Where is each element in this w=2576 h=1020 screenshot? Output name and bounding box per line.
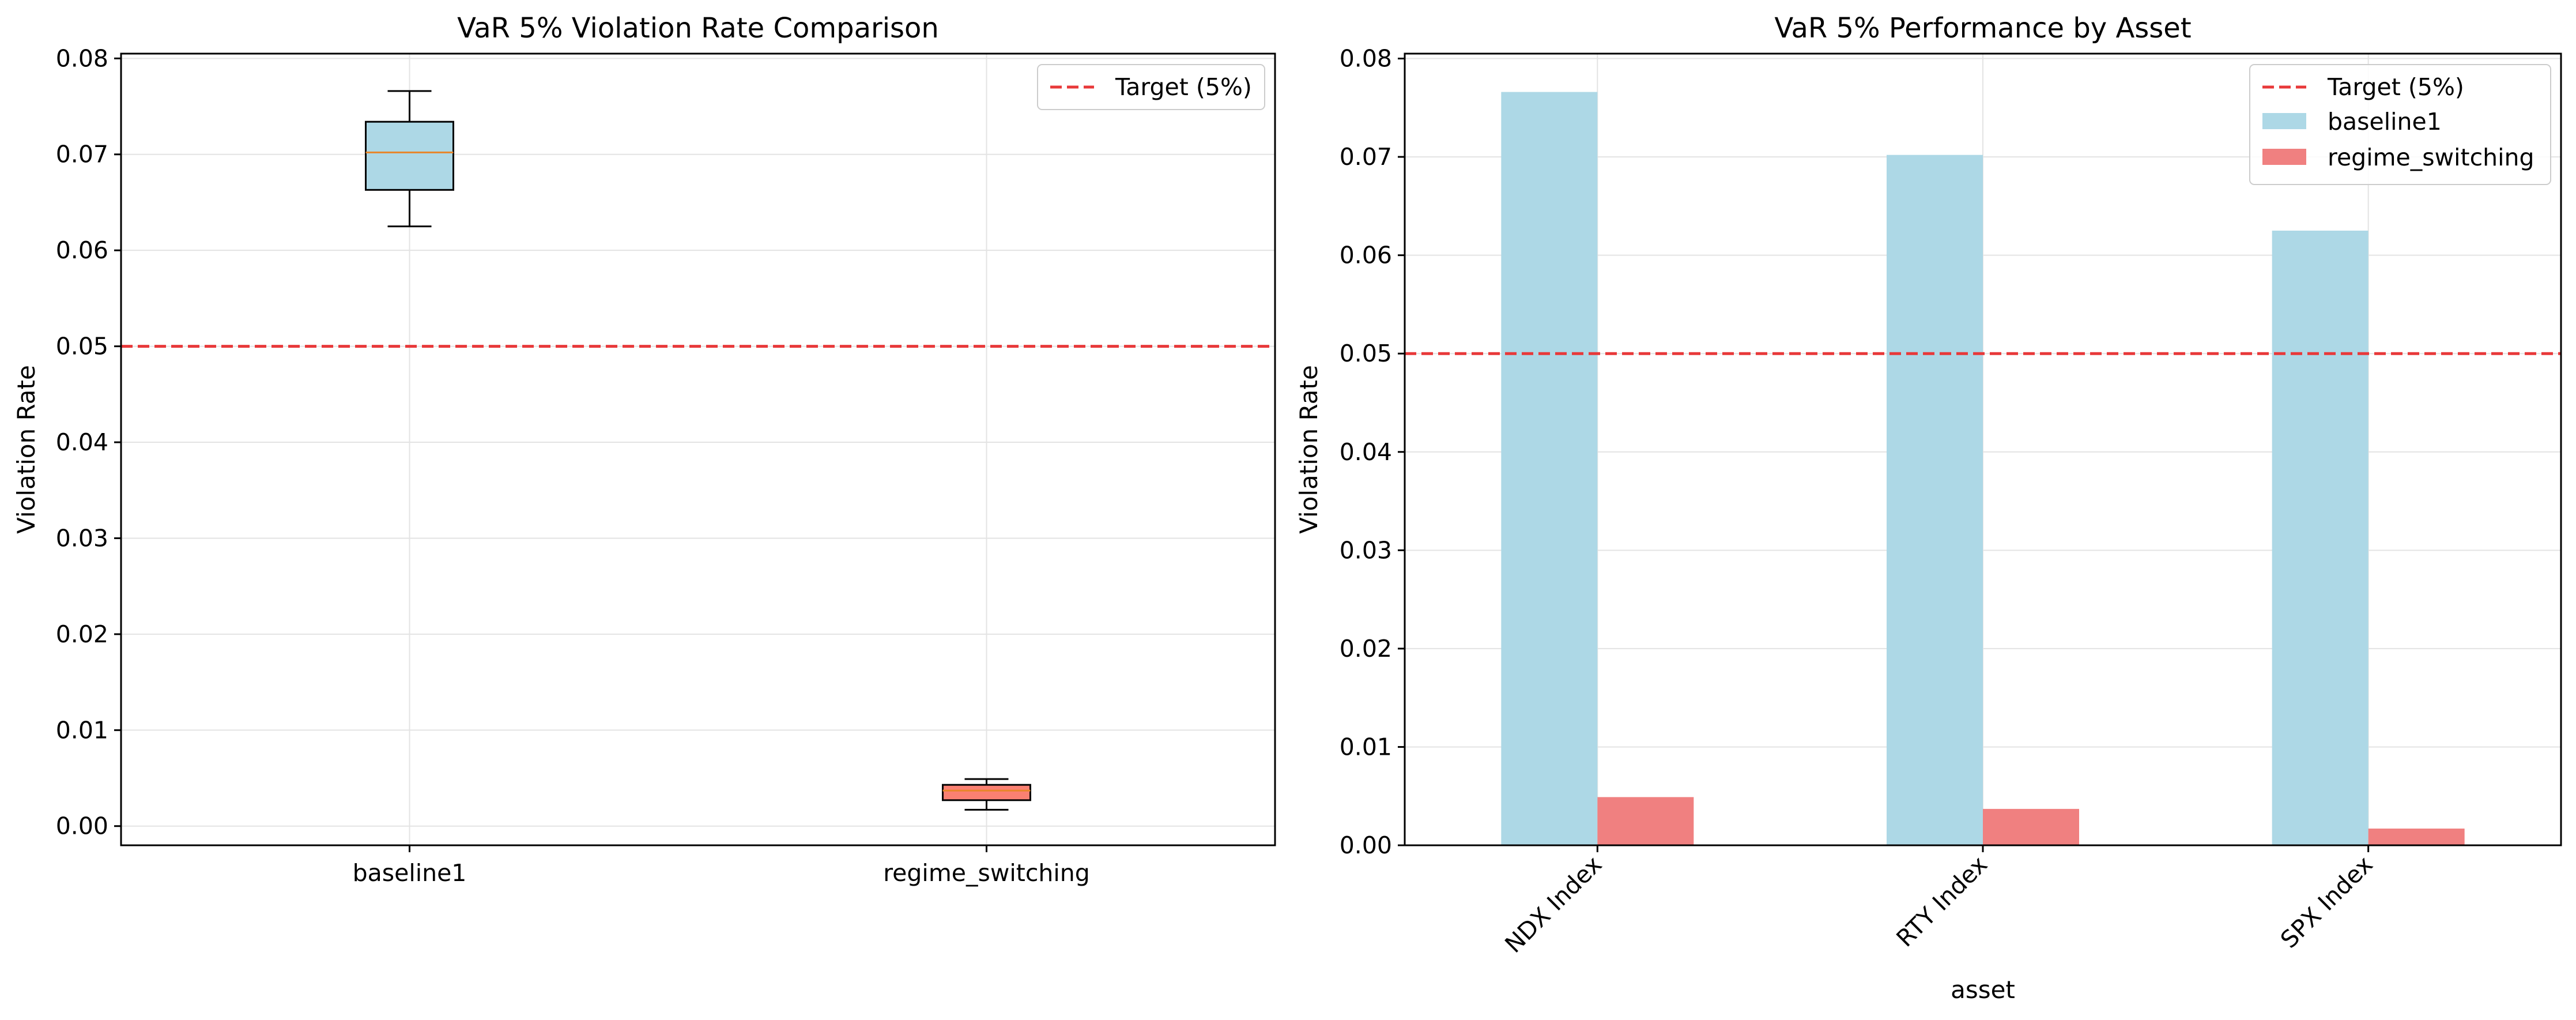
bar-legend-target-label: Target (5%) — [2327, 73, 2464, 101]
boxplot-legend: Target (5%) — [1037, 64, 1265, 110]
bar-legend-regime-swatch — [2262, 149, 2306, 165]
bar-series-regime_switching — [1597, 797, 2465, 845]
bar-y-tick-label: 0.02 — [1340, 635, 1392, 663]
bar-y-tick-label: 0.04 — [1340, 438, 1392, 466]
boxplot-y-ticks: 0.00 0.01 0.02 0.03 0.04 0.05 0.06 0.07 0.08 — [56, 44, 121, 840]
boxplot-y-tick-label: 0.04 — [56, 428, 108, 456]
box-iqr-rect — [365, 121, 454, 191]
boxplot-legend-box — [1037, 64, 1265, 110]
bar-legend-baseline1-swatch — [2262, 113, 2306, 129]
bar-y-axis-label: Violation Rate — [1295, 365, 1323, 534]
boxplot-y-tick-label: 0.07 — [56, 141, 108, 168]
bar-legend-box — [2249, 64, 2551, 185]
boxplot-legend-target-label: Target (5%) — [1115, 73, 1252, 101]
boxplot-y-tick-label: 0.00 — [56, 812, 108, 840]
boxplot-axes-frame — [120, 52, 1276, 846]
bar-legend: Target (5%) baseline1 regime_switching — [2249, 64, 2551, 185]
boxplot-y-axis-label: Violation Rate — [12, 365, 40, 534]
boxplot-x-ticks: baseline1 regime_switching — [353, 845, 1090, 887]
bar-regime_switching — [1597, 797, 1694, 845]
boxplot-y-tick-label: 0.02 — [56, 620, 108, 648]
boxplot-x-tick-label: regime_switching — [883, 859, 1090, 887]
bar-baseline1 — [1887, 155, 1983, 845]
bar-y-tick-label: 0.07 — [1340, 143, 1392, 171]
boxplot-title: VaR 5% Violation Rate Comparison — [457, 12, 939, 44]
bar-series-baseline1 — [1501, 92, 2368, 845]
boxplot-panel: 0.00 0.01 0.02 0.03 0.04 0.05 0.06 0.07 0.08 bas… — [12, 12, 1276, 887]
bar-y-tick-label: 0.00 — [1340, 831, 1392, 859]
bar-legend-regime-label: regime_switching — [2328, 144, 2534, 171]
bar-y-tick-label: 0.08 — [1340, 45, 1392, 73]
bar-y-tick-label: 0.01 — [1340, 733, 1392, 761]
bar-baseline1 — [1501, 92, 1598, 845]
box-regime_switching — [942, 778, 1031, 811]
boxplot-y-tick-label: 0.01 — [56, 716, 108, 744]
bar-y-tick-label: 0.03 — [1340, 536, 1392, 564]
bar-regime_switching — [1983, 808, 2079, 845]
boxplot-y-tick-label: 0.03 — [56, 524, 108, 552]
box-baseline1 — [365, 90, 454, 228]
bar-y-ticks: 0.00 0.01 0.02 0.03 0.04 0.05 0.06 0.07 0.08 — [1340, 45, 1405, 859]
bar-regime_switching — [2368, 829, 2465, 845]
bar-y-tick-label: 0.06 — [1340, 242, 1392, 269]
boxplot-gridlines — [121, 54, 1275, 845]
box-iqr-rect — [942, 784, 1031, 801]
bar-baseline1 — [2272, 231, 2368, 845]
bar-y-tick-label: 0.05 — [1340, 340, 1392, 367]
boxplot-y-tick-label: 0.06 — [56, 236, 108, 264]
boxplot-x-tick-label: baseline1 — [353, 859, 467, 887]
bar-title: VaR 5% Performance by Asset — [1774, 12, 2191, 44]
boxplot-boxes — [365, 90, 1031, 811]
bar-legend-baseline1-label: baseline1 — [2328, 108, 2442, 136]
bar-bars — [1501, 92, 2465, 845]
boxplot-y-tick-label: 0.08 — [56, 44, 108, 72]
boxplot-y-tick-label: 0.05 — [56, 333, 108, 360]
bar-x-axis-label: asset — [1951, 976, 2015, 1004]
